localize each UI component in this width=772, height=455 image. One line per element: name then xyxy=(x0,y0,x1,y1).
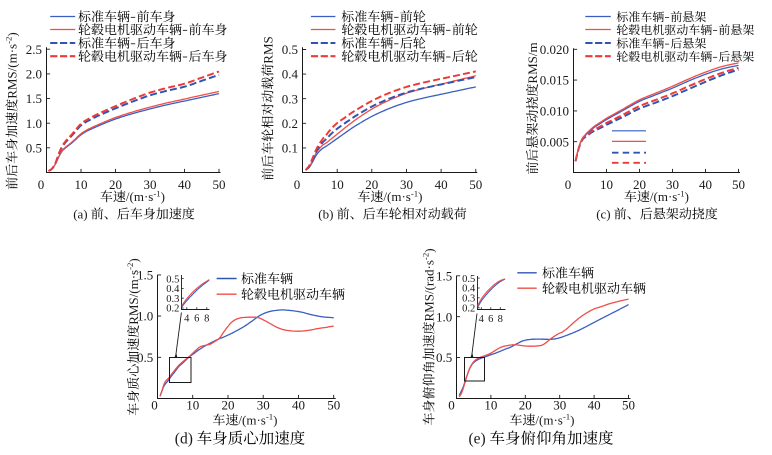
svg-text:0.3: 0.3 xyxy=(282,91,298,106)
svg-text:20: 20 xyxy=(222,398,235,413)
svg-text:50: 50 xyxy=(732,177,745,192)
svg-text:0.2: 0.2 xyxy=(282,116,298,131)
svg-text:0.005: 0.005 xyxy=(540,134,569,149)
svg-text:50: 50 xyxy=(213,177,226,192)
svg-text:1.0: 1.0 xyxy=(26,116,42,131)
svg-text:20: 20 xyxy=(633,177,646,192)
svg-text:10: 10 xyxy=(75,177,88,192)
svg-text:30: 30 xyxy=(144,177,157,192)
svg-text:10: 10 xyxy=(484,398,497,413)
svg-text:10: 10 xyxy=(186,398,199,413)
svg-text:20: 20 xyxy=(109,177,122,192)
svg-text:40: 40 xyxy=(435,177,448,192)
svg-text:RMS/(m·s-2): RMS/(m·s-2) xyxy=(125,258,141,325)
svg-text:0.4: 0.4 xyxy=(282,67,299,82)
svg-text:30: 30 xyxy=(666,177,679,192)
svg-text:40: 40 xyxy=(588,398,601,413)
svg-text:(e): (e) xyxy=(469,431,486,448)
svg-text:(b): (b) xyxy=(318,206,333,221)
svg-text:0.1: 0.1 xyxy=(282,141,298,156)
svg-text:RMS/m: RMS/m xyxy=(525,42,540,83)
svg-text:0.5: 0.5 xyxy=(282,42,298,57)
svg-text:0.5: 0.5 xyxy=(26,140,42,155)
svg-text:4: 4 xyxy=(479,314,485,325)
svg-text:0.3: 0.3 xyxy=(166,294,179,305)
svg-text:2.0: 2.0 xyxy=(26,67,42,82)
svg-text:40: 40 xyxy=(699,177,712,192)
svg-text:10: 10 xyxy=(331,177,344,192)
svg-text:RMS/(m·s-2): RMS/(m·s-2) xyxy=(4,32,20,99)
svg-text:50: 50 xyxy=(622,398,635,413)
svg-text:6: 6 xyxy=(488,314,493,325)
svg-text:4: 4 xyxy=(184,314,190,325)
svg-text:0: 0 xyxy=(448,398,455,413)
svg-text:8: 8 xyxy=(204,314,209,325)
svg-text:1.5: 1.5 xyxy=(436,268,452,283)
svg-text:6: 6 xyxy=(194,314,199,325)
svg-text:1.5: 1.5 xyxy=(26,91,42,106)
svg-text:0.015: 0.015 xyxy=(540,73,569,88)
svg-text:30: 30 xyxy=(553,398,566,413)
svg-text:0.5: 0.5 xyxy=(137,350,153,365)
svg-text:8: 8 xyxy=(498,314,503,325)
svg-text:0: 0 xyxy=(151,398,158,413)
svg-text:10: 10 xyxy=(600,177,613,192)
svg-text:0: 0 xyxy=(565,177,572,192)
svg-text:0.4: 0.4 xyxy=(166,284,180,295)
svg-text:RMS: RMS xyxy=(260,36,275,63)
svg-text:0.2: 0.2 xyxy=(462,304,475,315)
svg-text:40: 40 xyxy=(292,398,305,413)
svg-text:0.5: 0.5 xyxy=(166,274,179,285)
svg-text:40: 40 xyxy=(178,177,191,192)
svg-text:0: 0 xyxy=(294,177,301,192)
svg-text:20: 20 xyxy=(519,398,532,413)
svg-text:0.2: 0.2 xyxy=(166,304,179,315)
svg-text:30: 30 xyxy=(257,398,270,413)
svg-text:0.5: 0.5 xyxy=(436,350,452,365)
svg-text:50: 50 xyxy=(327,398,340,413)
svg-text:(a): (a) xyxy=(73,206,87,221)
svg-text:0.5: 0.5 xyxy=(462,274,475,285)
svg-text:20: 20 xyxy=(365,177,378,192)
svg-text:30: 30 xyxy=(400,177,413,192)
svg-text:0.3: 0.3 xyxy=(462,294,475,305)
svg-text:(c): (c) xyxy=(596,206,610,221)
svg-text:1.5: 1.5 xyxy=(137,268,153,283)
svg-text:0.4: 0.4 xyxy=(462,284,476,295)
svg-text:50: 50 xyxy=(469,177,482,192)
svg-text:(d): (d) xyxy=(175,431,193,448)
svg-text:1.0: 1.0 xyxy=(436,309,452,324)
svg-text:0.010: 0.010 xyxy=(540,104,569,119)
svg-text:2.5: 2.5 xyxy=(26,42,42,57)
svg-text:1.0: 1.0 xyxy=(137,309,153,324)
svg-text:0.020: 0.020 xyxy=(540,42,569,57)
svg-text:RMS/(rad·s-2): RMS/(rad·s-2) xyxy=(421,248,437,321)
svg-text:0: 0 xyxy=(38,177,45,192)
